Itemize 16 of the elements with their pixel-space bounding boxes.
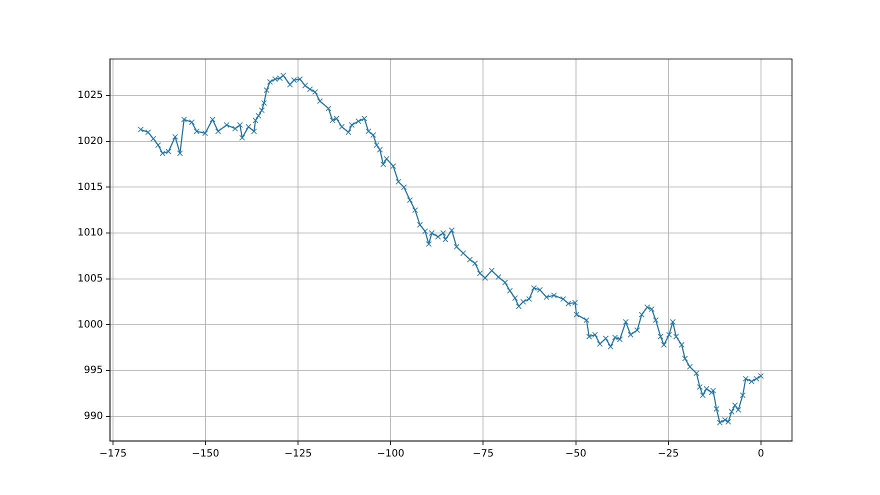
y-tick-label: 990 — [84, 410, 103, 422]
x-tick-label: −150 — [192, 448, 220, 460]
x-tick-label: −125 — [284, 448, 312, 460]
y-tick-label: 1020 — [78, 136, 103, 148]
x-tick-label: −75 — [472, 448, 494, 460]
y-tick-label: 1000 — [78, 319, 103, 330]
y-tick-label: 995 — [84, 365, 103, 376]
x-tick-label: −175 — [99, 448, 127, 460]
x-tick-label: −25 — [658, 448, 679, 460]
y-tick-label: 1015 — [78, 182, 103, 193]
x-tick-label: −50 — [565, 448, 586, 460]
y-tick-label: 1005 — [78, 273, 103, 284]
y-tick-label: 1010 — [78, 228, 103, 239]
x-tick-label: −100 — [376, 448, 404, 460]
x-tick-label: 0 — [758, 448, 764, 460]
y-tick-label: 1025 — [78, 90, 103, 102]
